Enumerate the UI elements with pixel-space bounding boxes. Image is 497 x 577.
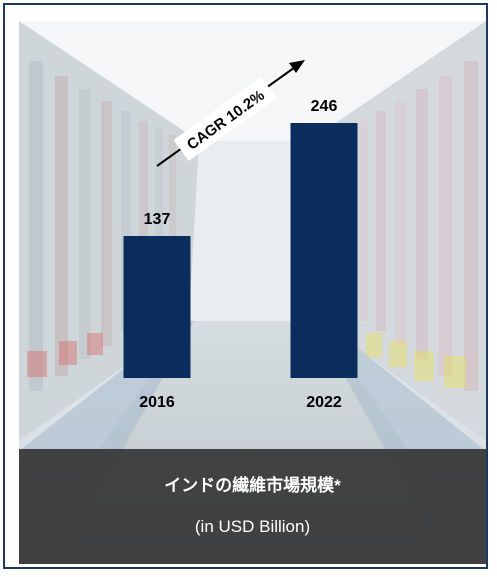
caption-box: インドの繊維市場規模* (in USD Billion) bbox=[19, 449, 486, 564]
bar-2016 bbox=[123, 235, 191, 378]
bar-chart: 137 2016 246 2022 CAGR 10.2% bbox=[123, 60, 358, 411]
category-label-2016: 2016 bbox=[139, 394, 175, 411]
bar-2022 bbox=[290, 123, 358, 378]
chart-frame: 137 2016 246 2022 CAGR 10.2% インドの繊維市場規模* (i… bbox=[3, 3, 488, 569]
cagr-label: CAGR 10.2% bbox=[184, 87, 268, 154]
data-label-2022: 246 bbox=[311, 98, 338, 115]
textile-mill-background: 137 2016 246 2022 CAGR 10.2% インドの繊維市場規模* (i… bbox=[19, 21, 486, 564]
chart-subtitle: (in USD Billion) bbox=[194, 517, 311, 536]
cagr-label-box: CAGR 10.2% bbox=[173, 76, 277, 162]
chart-title: インドの繊維市場規模* bbox=[164, 476, 341, 495]
data-label-2016: 137 bbox=[144, 211, 171, 228]
category-label-2022: 2022 bbox=[306, 394, 342, 411]
